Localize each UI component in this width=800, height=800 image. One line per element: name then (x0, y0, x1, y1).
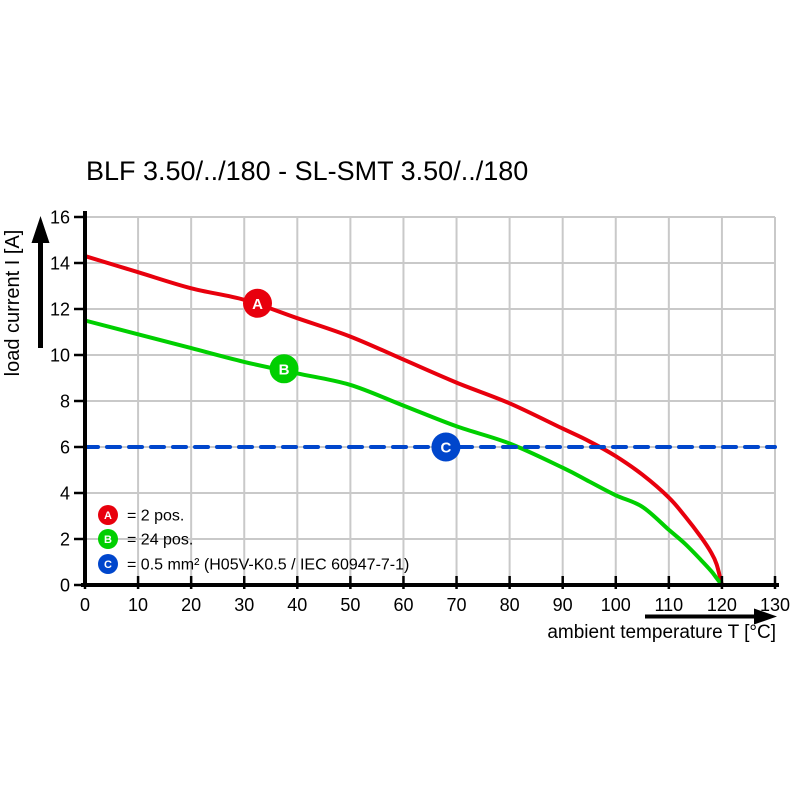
x-tick-label: 50 (340, 595, 360, 615)
y-tick-label: 8 (60, 392, 70, 412)
x-tick-label: 110 (654, 595, 683, 615)
curve-markers: A B C (243, 288, 461, 462)
y-axis-arrow-head-icon (31, 216, 50, 243)
y-tick-label: 10 (50, 346, 70, 366)
axes (81, 211, 779, 587)
legend-item-B: B = 24 pos. (98, 529, 193, 549)
x-tick-label: 70 (447, 595, 467, 615)
series-B-curve (83, 318, 724, 587)
x-tick-label: 20 (181, 595, 201, 615)
marker-B-letter: B (279, 361, 290, 378)
marker-A-letter: A (252, 296, 263, 313)
x-tick-label: 0 (80, 595, 90, 615)
x-tick-label: 90 (553, 595, 573, 615)
legend-marker-C (98, 554, 118, 574)
x-axis-arrow-head-icon (754, 608, 777, 625)
legend-item-A: A = 2 pos. (98, 505, 184, 525)
legend-item-C: C = 0.5 mm² (H05V-K0.5 / IEC 60947-7-1) (98, 554, 409, 574)
x-tick-label: 80 (500, 595, 520, 615)
y-tick-label: 4 (60, 484, 70, 504)
y-axis-label: load current I [A] (2, 229, 24, 377)
legend-label-B: = 24 pos. (127, 532, 193, 549)
legend-marker-C-letter: C (104, 559, 112, 571)
grid-lines (85, 216, 776, 585)
x-tick-label: 120 (707, 595, 737, 615)
y-axis-arrow (31, 216, 50, 348)
chart-title: BLF 3.50/../180 - SL-SMT 3.50/../180 (86, 156, 529, 186)
y-tick-label: 0 (60, 576, 70, 596)
y-tick-label: 6 (60, 438, 70, 458)
x-tick-label: 130 (760, 595, 790, 615)
y-tick-label: 16 (50, 208, 70, 228)
x-tick-label: 100 (601, 595, 631, 615)
marker-A (243, 288, 272, 318)
marker-C-letter: C (441, 440, 452, 457)
y-tick-label: 12 (50, 300, 70, 320)
legend-label-A: = 2 pos. (127, 508, 184, 525)
legend: A = 2 pos. B = 24 pos. C = 0.5 mm² (H05V-K0.5… (98, 505, 409, 574)
x-axis-label: ambient temperature T [°C] (547, 622, 776, 643)
x-tick-label: 30 (234, 595, 254, 615)
x-axis-arrow (645, 608, 777, 625)
tick-marks-and-labels: 0 10 20 30 40 50 60 70 80 90 100 110 120 130 0 2 4 6 8 10 12… (50, 208, 790, 616)
legend-marker-A (98, 505, 118, 525)
legend-marker-A-letter: A (104, 510, 112, 522)
marker-C (431, 432, 461, 462)
x-tick-label: 60 (393, 595, 413, 615)
y-tick-label: 14 (50, 254, 70, 274)
legend-marker-B (98, 529, 118, 549)
marker-B (269, 354, 299, 384)
x-tick-label: 10 (128, 595, 148, 615)
x-tick-label: 40 (287, 595, 307, 615)
y-tick-label: 2 (60, 530, 70, 550)
legend-label-C: = 0.5 mm² (H05V-K0.5 / IEC 60947-7-1) (127, 557, 409, 574)
legend-marker-B-letter: B (104, 534, 112, 546)
